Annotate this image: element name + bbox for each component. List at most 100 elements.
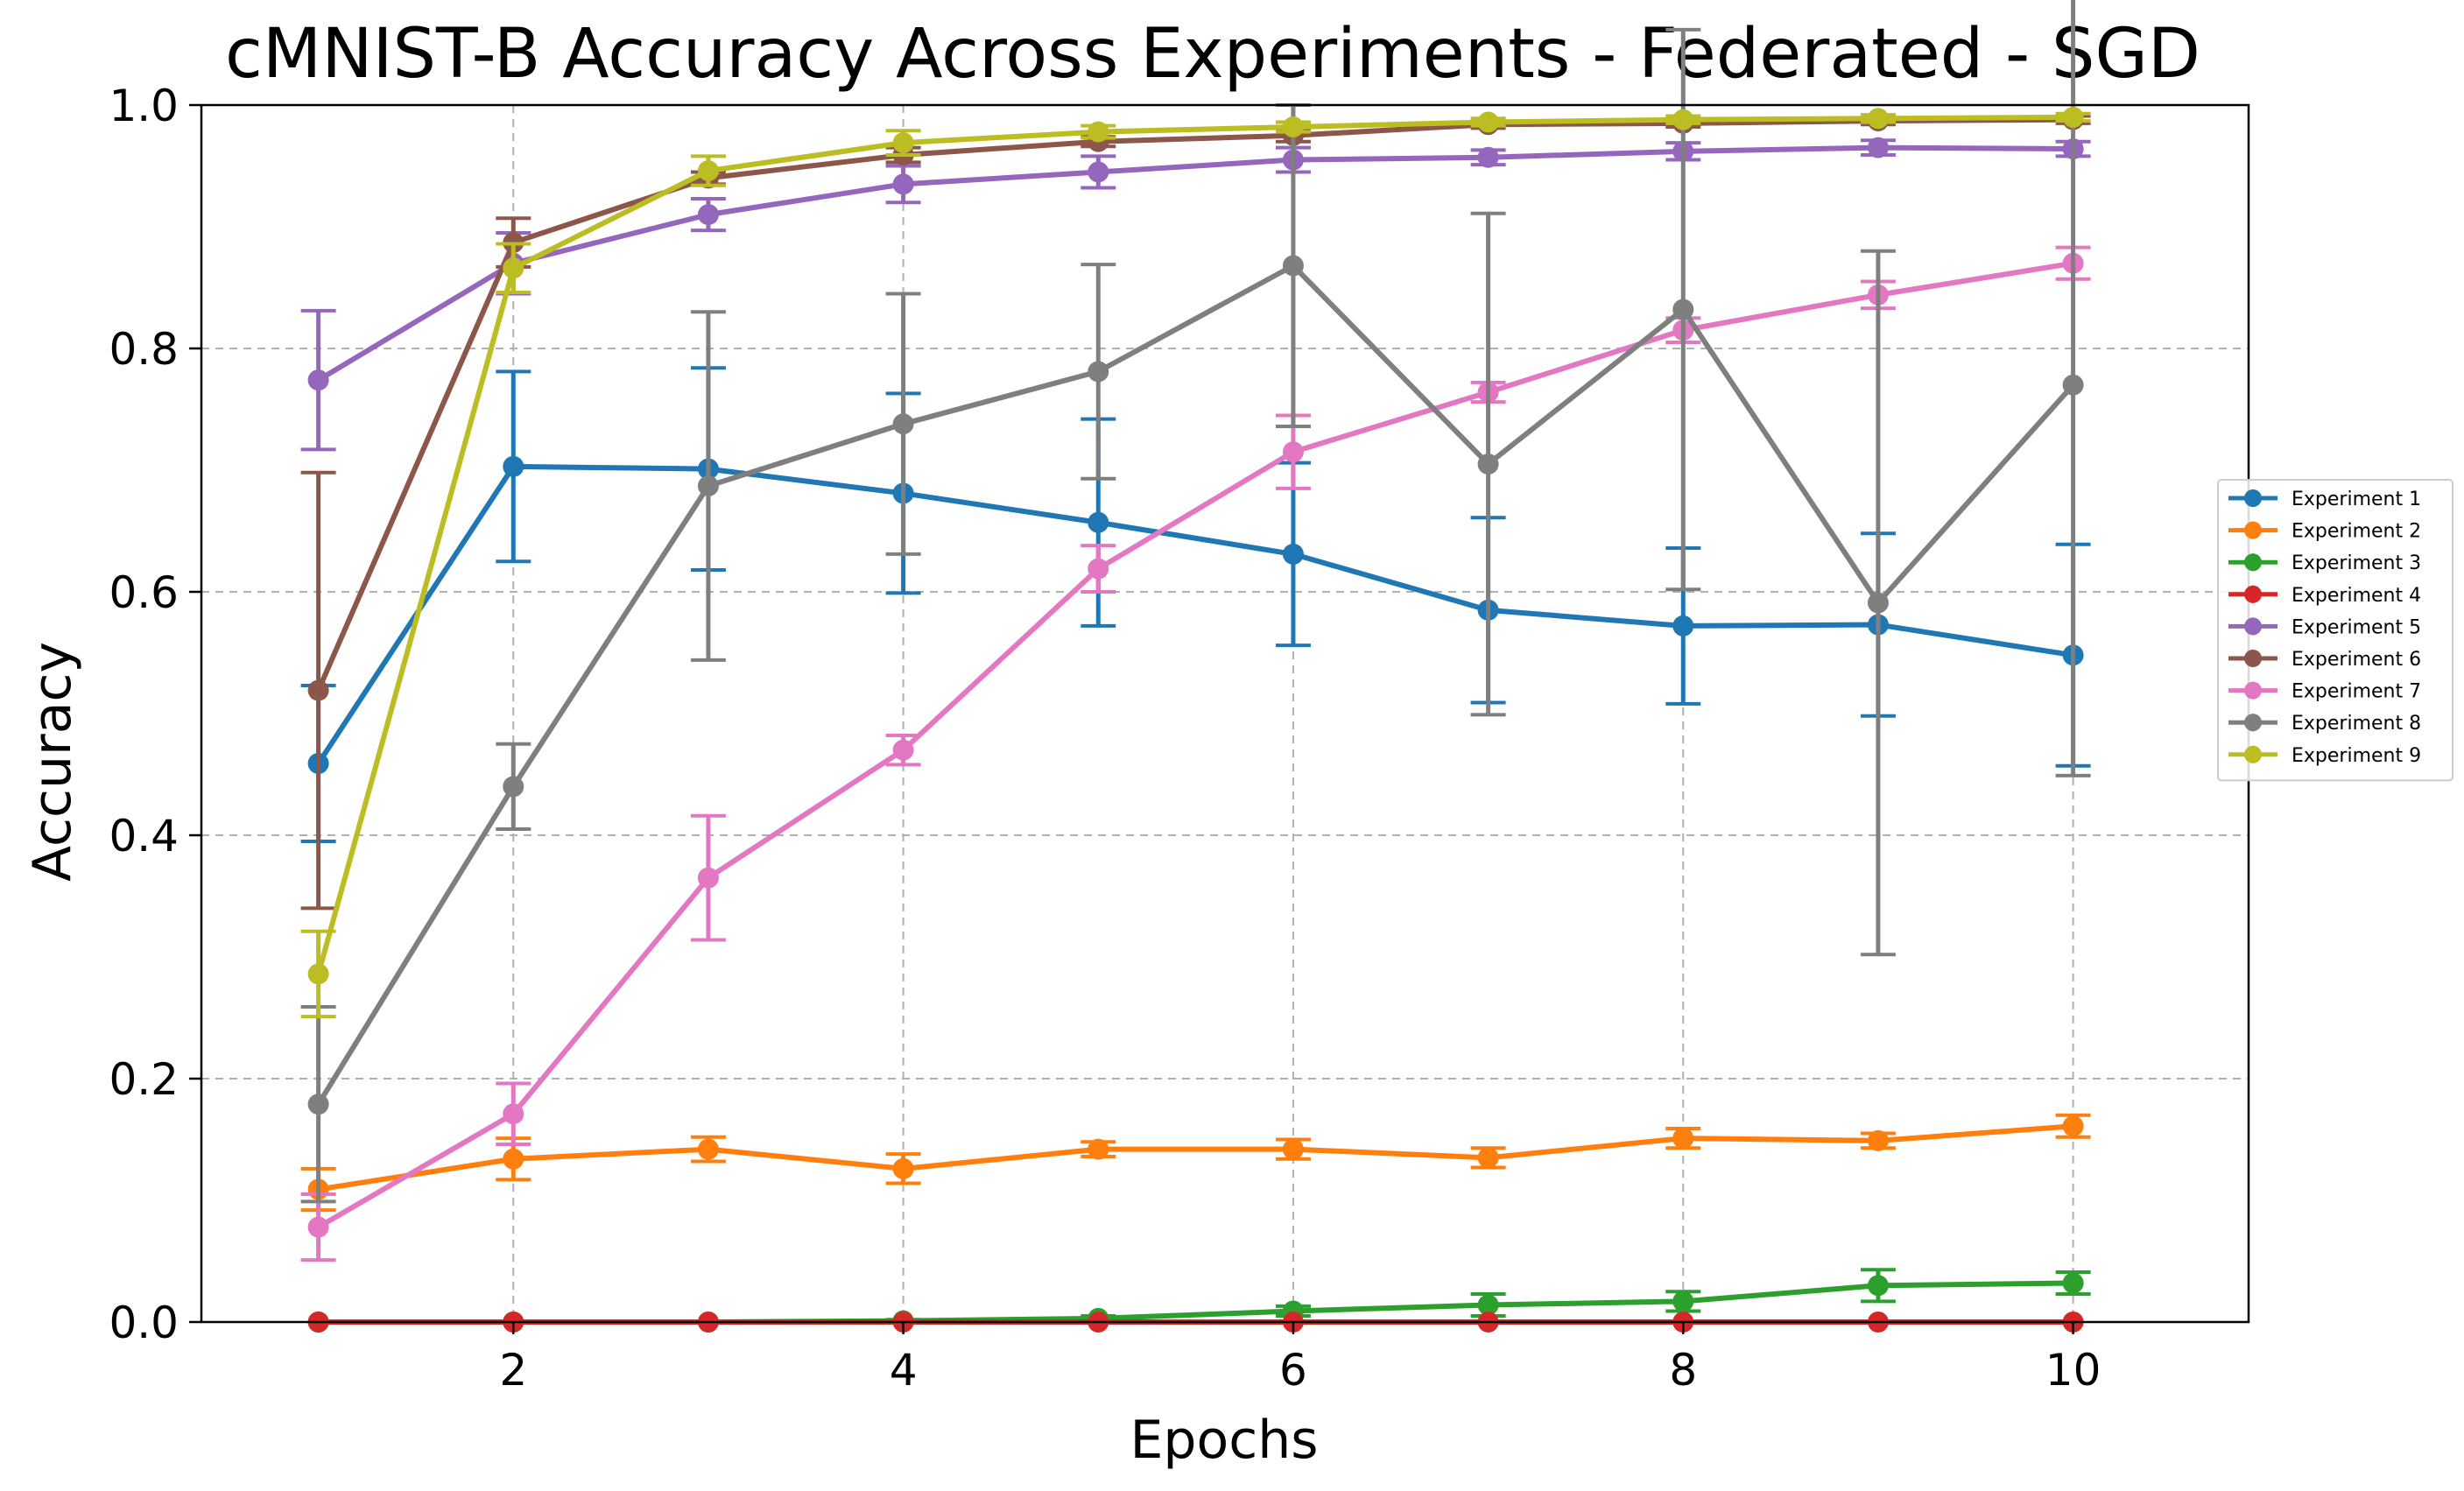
legend-marker [2244,650,2262,667]
data-point [503,1148,524,1170]
data-point [1672,299,1694,320]
data-point [503,257,524,279]
series-experiment-1 [300,366,2091,843]
data-point [1282,543,1304,565]
data-point [1477,1294,1499,1316]
legend-label: Experiment 2 [2292,521,2421,543]
data-point [503,455,524,477]
legend-item: Experiment 2 [2228,521,2421,543]
data-point [1672,615,1694,636]
data-point [2062,1115,2084,1137]
chart-title: cMNIST-B Accuracy Across Experiments - F… [225,15,2200,94]
series-experiment-2 [300,1113,2091,1213]
data-point [1477,1147,1499,1169]
y-tick-label: 1.0 [109,81,179,131]
data-point [697,204,719,226]
legend-label: Experiment 5 [2292,616,2421,638]
data-point [307,963,329,985]
data-point [892,132,914,154]
data-point [307,369,329,391]
data-point [1672,1128,1694,1150]
legend-item: Experiment 3 [2228,552,2421,574]
data-point [1282,1138,1304,1160]
data-point [1088,558,1109,580]
data-point [697,867,719,889]
data-point [1282,441,1304,463]
legend-marker [2244,585,2262,603]
x-tick-label: 6 [1279,1345,1307,1396]
series-line [315,116,2073,692]
legend: Experiment 1 Experiment 2 Experiment 3 Expe… [2217,479,2453,782]
legend-label: Experiment 6 [2292,649,2421,671]
legend-marker [2244,521,2262,539]
x-tick-label: 2 [499,1345,527,1396]
data-point [1088,511,1109,533]
data-point [697,1138,719,1160]
series-line [316,263,2075,1106]
legend-item: Experiment 4 [2228,585,2421,607]
data-point [1867,1129,1889,1151]
x-tick-label: 4 [890,1345,918,1396]
data-point [1672,1291,1694,1312]
data-point [1477,454,1499,475]
series-experiment-8 [300,0,2091,1204]
legend-marker [2244,681,2262,700]
data-point [1282,116,1304,138]
y-tick-label: 0.8 [109,324,179,375]
data-point [2062,374,2084,396]
series-experiment-9 [300,106,2091,1019]
data-point [307,679,329,701]
legend-item: Experiment 8 [2228,713,2421,735]
data-point [1867,592,1889,614]
series-line [315,114,2073,975]
data-point [892,1157,914,1179]
data-point [697,475,719,497]
data-point [1867,137,1889,158]
data-point [1672,109,1694,130]
data-point [1867,1275,1889,1297]
x-tick-label: 8 [1669,1345,1697,1396]
legend-label: Experiment 9 [2292,745,2421,767]
legend-marker [2244,617,2262,636]
data-point [2062,1272,2084,1294]
series-line [318,1123,2073,1192]
legend-item: Experiment 5 [2228,616,2421,638]
y-axis-label: Accuracy [22,642,83,882]
series-experiment-7 [300,245,2091,1262]
data-point [1477,111,1499,133]
data-point [1088,121,1109,143]
data-point [697,160,719,182]
y-tick-label: 0.4 [109,811,179,862]
legend-label: Experiment 3 [2292,552,2421,574]
series-experiment-5 [300,137,2091,452]
legend-item: Experiment 1 [2228,489,2421,510]
x-axis-label: Epochs [1130,1410,1319,1471]
data-point [892,739,914,761]
data-point [503,1103,524,1125]
series-line [317,144,2073,383]
legend-label: Experiment 8 [2292,713,2421,735]
data-point [892,413,914,435]
y-tick-label: 0.2 [109,1054,179,1105]
data-point [503,776,524,798]
legend-label: Experiment 1 [2292,489,2421,510]
legend-marker [2244,745,2262,763]
data-point [1477,146,1499,168]
legend-item: Experiment 7 [2228,681,2421,703]
legend-label: Experiment 4 [2292,585,2421,607]
data-point [1867,108,1889,130]
y-tick-label: 0.6 [109,567,179,618]
x-tick-label: 10 [2045,1345,2101,1396]
legend-marker [2244,714,2262,732]
legend-box [2217,479,2453,782]
y-tick-label: 0.0 [109,1298,179,1348]
legend-item: Experiment 9 [2228,745,2421,767]
legend-marker [2244,489,2262,507]
data-point [1088,361,1109,383]
series-line [316,463,2074,765]
data-point [1088,1138,1109,1160]
data-point [1088,161,1109,183]
data-point [1282,255,1304,277]
data-point [307,1216,329,1238]
